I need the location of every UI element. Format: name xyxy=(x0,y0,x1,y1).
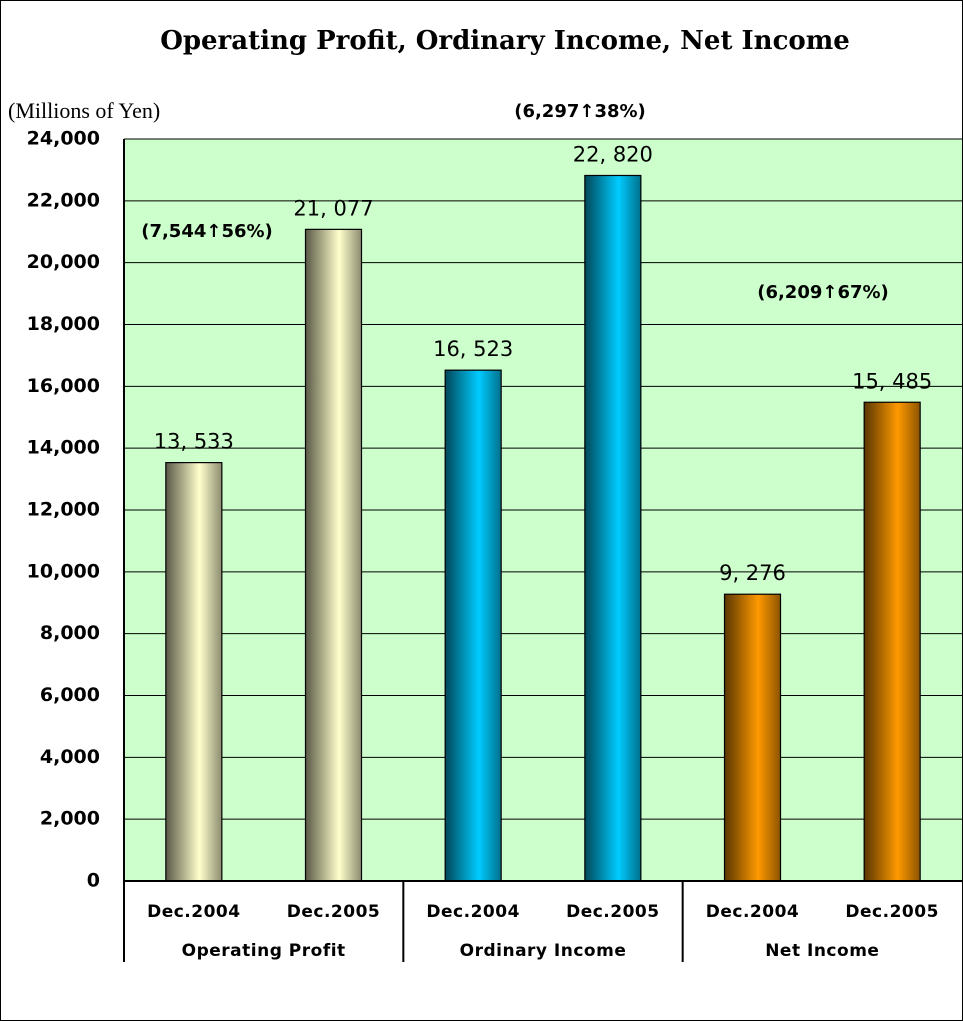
x-tick-label: Dec.2004 xyxy=(426,902,520,922)
value-label: 21, 077 xyxy=(293,196,373,220)
value-label: 22, 820 xyxy=(573,142,653,166)
x-tick-label: Dec.2004 xyxy=(147,902,241,922)
bar xyxy=(444,369,502,882)
value-label: 13, 533 xyxy=(154,430,234,454)
y-tick-label: 24,000 xyxy=(27,128,100,150)
y-tick-label: 18,000 xyxy=(27,313,100,335)
bar xyxy=(165,462,223,882)
y-tick-label: 12,000 xyxy=(27,499,100,521)
y-tick-label: 6,000 xyxy=(40,684,100,706)
annotation: (6,209↑67%) xyxy=(757,282,889,303)
group-label: Ordinary Income xyxy=(460,941,627,961)
x-tick-label: Dec.2004 xyxy=(706,902,800,922)
y-tick-label: 16,000 xyxy=(27,375,100,397)
y-tick-label: 14,000 xyxy=(27,437,100,459)
y-tick-label: 0 xyxy=(87,870,100,892)
y-tick-label: 4,000 xyxy=(40,746,100,768)
value-label: 9, 276 xyxy=(719,561,786,585)
group-label: Operating Profit xyxy=(182,941,346,961)
y-tick-label: 2,000 xyxy=(40,808,100,830)
y-tick-label: 22,000 xyxy=(27,189,100,211)
annotation: (7,544↑56%) xyxy=(141,221,273,242)
value-label: 16, 523 xyxy=(433,337,513,361)
y-axis-label: (Millions of Yen) xyxy=(8,98,160,123)
bar xyxy=(584,174,642,882)
y-tick-label: 8,000 xyxy=(40,622,100,644)
group-label: Net Income xyxy=(765,941,879,961)
chart-title: Operating Profit, Ordinary Income, Net I… xyxy=(160,26,850,56)
y-tick-label: 10,000 xyxy=(27,560,100,582)
bar xyxy=(863,401,921,882)
x-tick-label: Dec.2005 xyxy=(845,902,939,922)
bar xyxy=(723,593,782,882)
y-tick-label: 20,000 xyxy=(27,251,100,273)
bar xyxy=(304,228,363,882)
annotation: (6,297↑38%) xyxy=(514,101,646,122)
x-tick-label: Dec.2005 xyxy=(287,902,381,922)
x-tick-label: Dec.2005 xyxy=(566,902,660,922)
value-label: 15, 485 xyxy=(852,369,932,393)
